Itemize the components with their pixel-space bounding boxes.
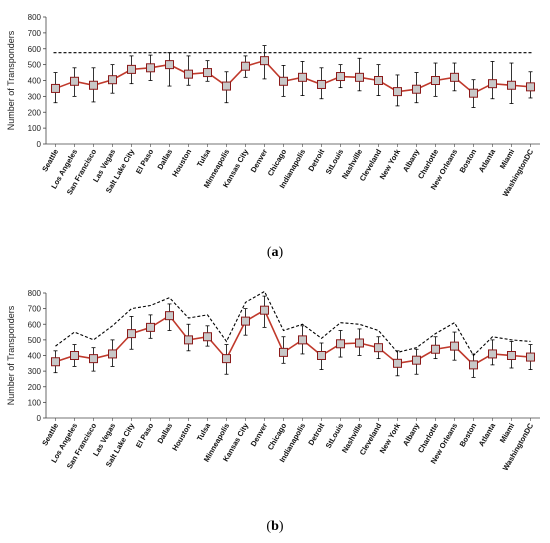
mean-series-line (55, 309, 531, 366)
data-point-marker (374, 76, 383, 85)
x-tick-label: Seattle (40, 148, 60, 174)
y-tick-label: 200 (28, 383, 42, 392)
data-point-marker (336, 72, 345, 82)
y-tick-label: 700 (28, 29, 42, 38)
data-point-marker (374, 343, 383, 353)
y-tick-label: 200 (28, 108, 42, 117)
data-point-marker (222, 81, 231, 91)
y-tick-label: 400 (28, 352, 42, 361)
data-point-marker (355, 72, 364, 82)
data-point-marker (279, 347, 288, 357)
data-point-marker (431, 76, 440, 85)
y-tick-label: 600 (28, 320, 42, 329)
data-point-marker (393, 358, 402, 368)
data-point-marker (184, 335, 193, 345)
data-point-marker (526, 352, 535, 362)
x-tick-label: Dallas (155, 148, 174, 172)
x-tick-label: Dallas (155, 422, 174, 446)
data-point-marker (507, 351, 516, 360)
data-point-marker (412, 355, 421, 365)
data-point-marker (507, 80, 516, 90)
max-series-line (55, 290, 531, 357)
data-point-marker (336, 339, 345, 349)
data-point-marker (146, 63, 155, 73)
data-point-marker (241, 61, 250, 71)
y-tick-label: 0 (37, 140, 42, 149)
data-point-marker (260, 305, 269, 315)
x-tick-label: Detroit (306, 147, 326, 173)
panel-label-b: (b) (266, 519, 283, 534)
chart-panel-a: 0 100 200 300 400 500 600 700 800 Number of Trans… (6, 13, 540, 198)
error-bar (167, 52, 172, 87)
data-point-marker (184, 69, 193, 79)
y-axis-label: Number of Transponders (6, 305, 16, 405)
y-tick-label: 100 (28, 398, 42, 407)
y-tick-label: 300 (28, 92, 42, 101)
x-tick-label: Boston (458, 421, 479, 448)
data-point-marker (488, 349, 497, 359)
data-point-marker (51, 83, 60, 93)
y-tick-label: 700 (28, 305, 42, 314)
data-point-marker (469, 88, 478, 98)
data-point-marker (70, 351, 79, 360)
x-tick-label: Detroit (306, 421, 326, 447)
x-tick-label: Atlanta (477, 421, 498, 448)
data-point-marker (165, 311, 174, 321)
data-point-marker (146, 322, 155, 332)
data-point-marker (108, 349, 117, 359)
x-tick-label: Seattle (40, 422, 60, 448)
x-tick-label: Boston (458, 147, 479, 174)
data-point-marker (526, 82, 535, 92)
data-point-marker (450, 72, 459, 82)
y-tick-label: 0 (37, 414, 42, 423)
data-point-marker (222, 354, 231, 364)
x-tick-label: El Paso (134, 421, 156, 449)
x-tick-label: Denver (249, 147, 270, 174)
data-point-marker (260, 56, 269, 66)
y-tick-label: 100 (28, 124, 42, 133)
y-tick-label: 600 (28, 45, 42, 54)
data-point-marker (279, 76, 288, 86)
data-point-marker (412, 84, 421, 94)
x-tick-label: Denver (249, 421, 270, 448)
x-tick-label: Tulsa (195, 147, 213, 169)
x-tick-label: Miami (498, 422, 516, 445)
data-point-marker (89, 354, 98, 364)
x-tick-label: Miami (498, 148, 516, 171)
data-point-marker (89, 80, 98, 90)
data-point-marker (298, 335, 307, 345)
data-point-marker (355, 338, 364, 348)
data-point-marker (488, 79, 497, 89)
data-point-marker (298, 72, 307, 82)
data-point-marker (431, 344, 440, 354)
x-tick-label: Tulsa (195, 421, 213, 443)
y-tick-label: 800 (28, 13, 42, 22)
data-point-marker (241, 316, 250, 326)
y-tick-label: 300 (28, 367, 42, 376)
data-point-marker (165, 60, 174, 70)
data-point-marker (203, 332, 212, 342)
chart-panel-b: 0 100 200 300 400 500 600 700 800 Number of Trans… (6, 289, 540, 472)
data-point-marker (469, 360, 478, 370)
data-point-marker (317, 351, 326, 360)
data-point-marker (51, 357, 60, 367)
y-tick-label: 800 (28, 289, 42, 298)
y-tick-label: 400 (28, 77, 42, 86)
x-tick-label: Atlanta (477, 147, 498, 174)
data-point-marker (203, 68, 212, 78)
data-point-marker (393, 87, 402, 97)
data-point-marker (127, 329, 136, 339)
mean-series-line (55, 59, 531, 95)
data-point-marker (108, 75, 117, 85)
y-tick-label: 500 (28, 336, 42, 345)
y-tick-label: 500 (28, 61, 42, 70)
data-point-marker (450, 341, 459, 351)
panel-label-a: (a) (267, 245, 284, 260)
y-axis-label: Number of Transponders (6, 30, 16, 130)
data-point-marker (127, 64, 136, 74)
data-point-marker (70, 76, 79, 86)
data-point-marker (317, 79, 326, 89)
x-tick-label: El Paso (134, 147, 156, 175)
